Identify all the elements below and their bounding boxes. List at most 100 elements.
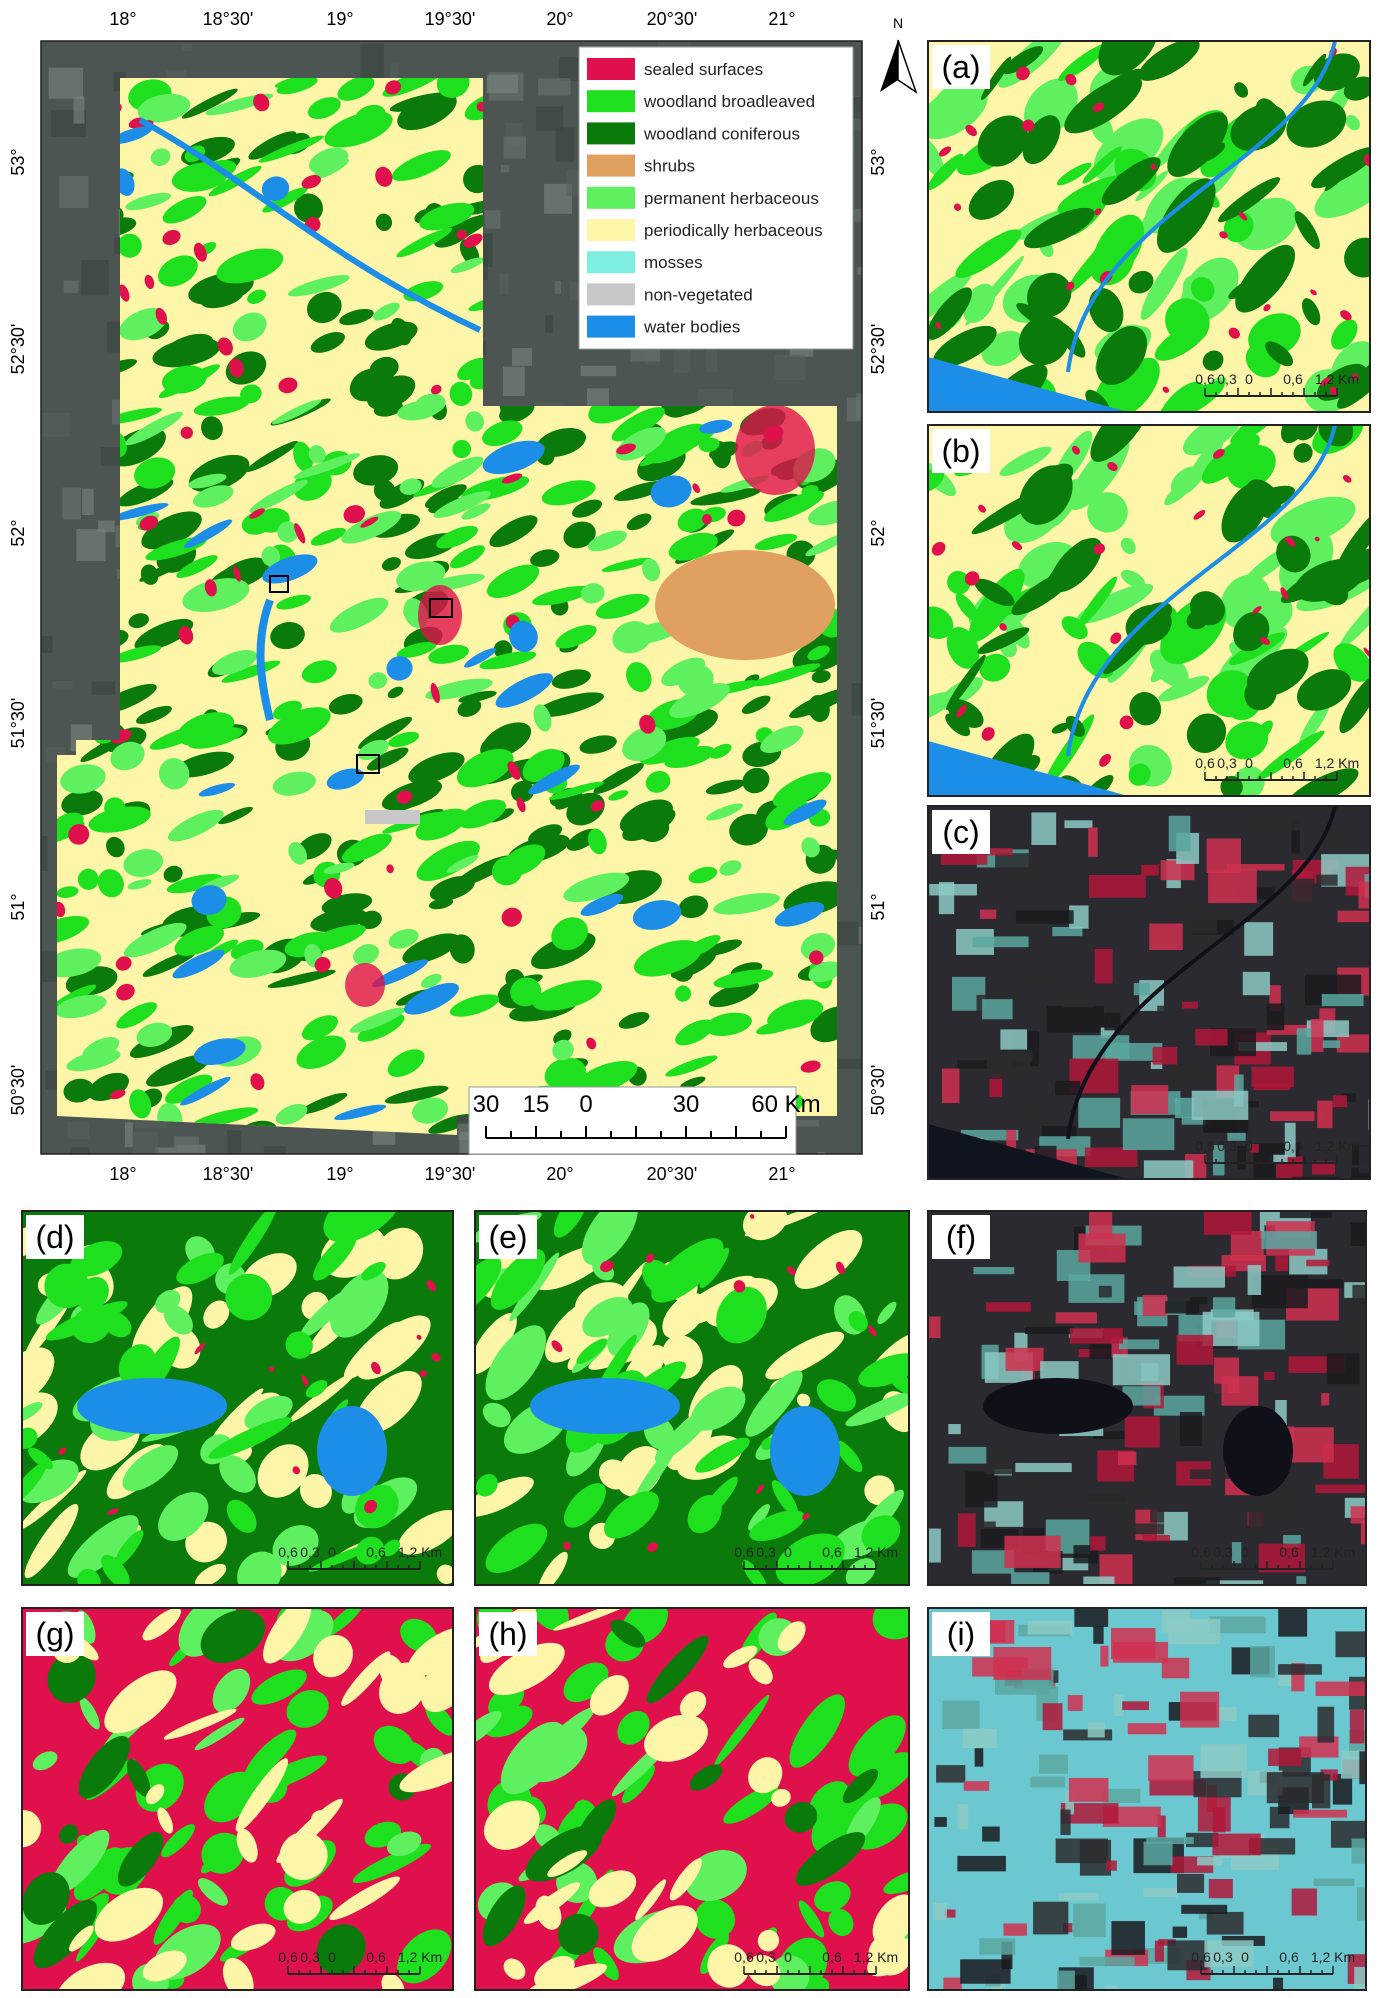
land-cover-patch	[719, 860, 742, 876]
land-cover-patch	[482, 1402, 511, 1428]
land-cover-patch	[310, 527, 346, 546]
land-cover-patch	[119, 308, 168, 341]
land-cover-patch	[176, 555, 218, 579]
satellite-texture	[861, 635, 862, 647]
image-patch	[1212, 1145, 1225, 1176]
land-cover-patch	[106, 836, 125, 858]
land-cover-patch	[79, 1697, 100, 1730]
land-cover-patch	[248, 131, 297, 160]
latitude-label: 53°	[868, 148, 888, 175]
longitude-label: 20°30'	[647, 1164, 698, 1184]
panel-image	[928, 1211, 1366, 1585]
image-patch	[1179, 1412, 1203, 1446]
image-patch	[1112, 1354, 1171, 1386]
longitude-label: 19°30'	[425, 9, 476, 29]
land-cover-patch	[108, 427, 166, 467]
land-cover-patch	[313, 1635, 353, 1678]
land-cover-patch	[341, 510, 402, 544]
water-body	[77, 1378, 227, 1434]
satellite-texture	[67, 1121, 90, 1140]
land-cover-patch	[544, 1057, 587, 1091]
land-cover-patch	[1190, 276, 1215, 302]
land-cover-patch	[326, 768, 364, 790]
land-cover-patch	[267, 969, 336, 988]
land-cover-patch	[1099, 753, 1111, 767]
land-cover-patch	[50, 1829, 110, 1896]
land-cover-patch	[645, 1253, 655, 1263]
image-patch	[1152, 1046, 1178, 1065]
panel-image	[22, 1211, 453, 1585]
land-cover-patch	[1022, 119, 1035, 132]
land-cover-patch	[811, 670, 831, 683]
land-cover-patch	[968, 179, 1015, 220]
land-cover-patch	[601, 557, 652, 572]
land-cover-patch	[765, 799, 808, 831]
land-cover-patch	[795, 1832, 866, 1886]
land-cover-patch	[257, 1444, 309, 1498]
land-cover-patch	[662, 1293, 707, 1339]
land-cover-patch	[1051, 722, 1070, 734]
land-cover-patch	[563, 1483, 606, 1528]
land-cover-patch	[301, 1015, 338, 1041]
land-cover-patch	[475, 1473, 498, 1497]
land-cover-patch	[354, 104, 387, 131]
longitude-label: 19°	[326, 1164, 353, 1184]
land-cover-patch	[396, 790, 413, 804]
land-cover-patch	[387, 1831, 422, 1857]
land-cover-patch	[547, 1850, 588, 1878]
land-cover-patch	[563, 521, 596, 549]
land-cover-patch	[145, 1784, 165, 1805]
land-cover-patch	[794, 1229, 863, 1290]
image-patch	[1340, 1093, 1357, 1102]
land-cover-patch	[713, 893, 780, 915]
image-patch	[1100, 1027, 1115, 1039]
land-cover-patch	[552, 1039, 574, 1061]
land-cover-patch	[956, 704, 967, 718]
land-cover-patch	[241, 512, 272, 535]
land-cover-patch	[576, 1799, 617, 1850]
panel-label-box	[932, 1612, 990, 1656]
river	[1066, 41, 1337, 373]
image-patch	[948, 1424, 961, 1435]
satellite-texture	[500, 165, 510, 173]
land-cover-patch	[528, 764, 580, 795]
land-cover-patch	[1120, 537, 1136, 555]
panel-scale-label: 0	[1245, 755, 1253, 771]
land-cover-patch	[63, 1078, 94, 1103]
land-cover-patch	[341, 833, 392, 863]
map-frame	[40, 40, 863, 1155]
land-cover-patch	[178, 626, 194, 645]
land-cover-patch	[557, 1913, 599, 1955]
panel-scale-label: 1,2 Km	[398, 1949, 442, 1965]
satellite-texture	[124, 1122, 133, 1148]
land-cover-patch	[77, 868, 99, 890]
land-cover-patch	[771, 1480, 799, 1517]
land-cover-patch	[1092, 102, 1105, 112]
land-cover-patch	[1338, 583, 1370, 649]
land-cover-patch	[236, 1828, 258, 1863]
image-patch	[943, 1977, 962, 1990]
land-cover-patch	[593, 1947, 619, 1981]
satellite-texture	[554, 280, 562, 294]
land-cover-patch	[784, 1802, 818, 1833]
image-patch	[960, 1959, 1011, 1984]
land-cover-patch	[642, 1259, 675, 1296]
land-cover-patch	[334, 1104, 387, 1121]
land-cover-patch	[428, 898, 454, 910]
image-patch	[1189, 1469, 1248, 1479]
image-patch	[1069, 905, 1089, 929]
land-cover-patch	[1087, 492, 1128, 533]
image-patch	[1322, 1040, 1341, 1048]
land-cover-patch	[57, 948, 102, 978]
land-cover-patch	[1248, 313, 1301, 358]
land-cover-patch	[294, 523, 306, 544]
land-cover-patch	[212, 1668, 251, 1713]
land-cover-patch	[1256, 730, 1325, 781]
image-patch	[1191, 1090, 1249, 1120]
land-cover-patch	[142, 1950, 187, 1982]
land-cover-patch	[314, 957, 331, 973]
land-cover-patch	[192, 485, 234, 508]
land-cover-patch	[1218, 177, 1281, 223]
satellite-texture	[52, 681, 73, 689]
satellite-texture	[41, 412, 70, 437]
